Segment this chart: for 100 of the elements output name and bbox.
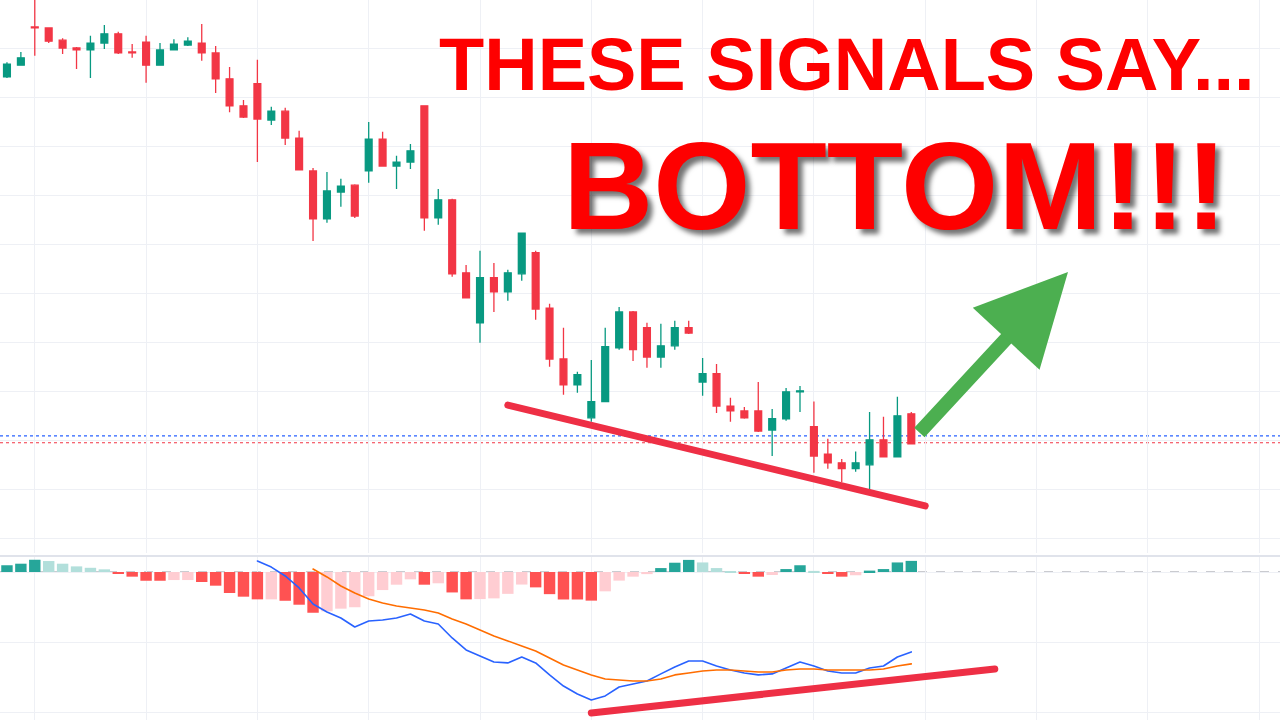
candlestick [253,59,262,163]
bar [891,562,904,573]
candlestick [698,357,707,397]
bar [543,572,556,595]
bar [418,572,431,585]
candlestick [406,143,415,170]
candlestick [670,320,679,351]
bar [251,572,264,600]
bar [362,572,375,597]
bar [29,559,41,573]
candlestick [573,371,582,394]
candlestick [364,121,373,184]
bar [780,569,792,573]
bar [404,572,417,580]
bar [710,568,723,573]
bar [655,568,667,573]
bar [335,572,347,609]
candlestick [754,381,763,433]
bar [836,572,848,577]
candlestick [420,105,429,232]
bar [682,559,695,573]
text: BOTTOM!!! [563,116,1228,255]
bar [641,572,653,575]
candlestick [448,198,457,278]
bar [84,567,97,573]
candlestick [197,23,206,62]
candlestick [72,46,81,70]
candlestick [615,306,624,351]
bar [42,561,55,573]
bar [196,572,208,583]
candlestick [768,408,777,457]
bar [1,565,13,573]
candlestick [392,155,401,190]
candlestick [545,303,554,368]
bar [627,572,639,577]
candlestick [267,106,276,126]
candlestick [142,35,151,84]
candlestick [795,385,805,413]
candlestick [183,36,192,47]
bar [223,572,236,594]
candlestick [211,45,220,94]
bar [376,572,389,591]
candlestick [782,387,791,422]
bar [529,572,542,588]
bar [557,572,570,600]
candlestick [517,232,526,282]
candlestick [58,37,67,55]
candlestick [30,0,39,57]
candlestick [86,35,95,79]
bar [349,572,361,608]
bar [154,572,166,581]
bar [98,569,111,573]
candlestick [44,27,53,44]
candlestick [740,406,749,420]
bar [182,572,194,581]
candlestick [851,450,860,473]
chart-title: THESE SIGNALS SAY... [439,23,1255,106]
bar [390,572,403,585]
bar [432,572,444,584]
bar [209,572,222,586]
candlestick [434,188,443,226]
bar [696,562,709,573]
bar [140,572,152,581]
candlestick [475,250,485,344]
candlestick [378,131,387,167]
bar [321,572,333,612]
candlestick [239,99,248,119]
bar [474,572,486,600]
bar [15,563,27,573]
bar [237,572,250,597]
candlestick [531,250,540,321]
candlestick [295,130,304,171]
candlestick [281,107,290,146]
bar [766,572,778,575]
bar [905,560,918,573]
candlestick [865,411,874,491]
bar [502,572,514,594]
candlestick [336,178,345,208]
candlestick [601,327,610,403]
candlestick [322,171,332,224]
candlestick [2,61,12,79]
candlestick [225,66,234,113]
candlestick [169,38,178,51]
candlestick [503,269,512,302]
bar [488,572,500,599]
candlestick [16,51,25,66]
bar [70,566,83,573]
candlestick [837,458,846,483]
bar [794,565,806,573]
bar [265,572,278,600]
bar [599,572,611,592]
bar [877,569,890,573]
candlestick [128,43,137,59]
candlestick [350,183,359,219]
bar [446,572,458,593]
candlestick [114,31,123,55]
candlestick [893,396,902,458]
candlestick [559,327,568,396]
candlestick [656,323,665,369]
candlestick [155,42,165,66]
